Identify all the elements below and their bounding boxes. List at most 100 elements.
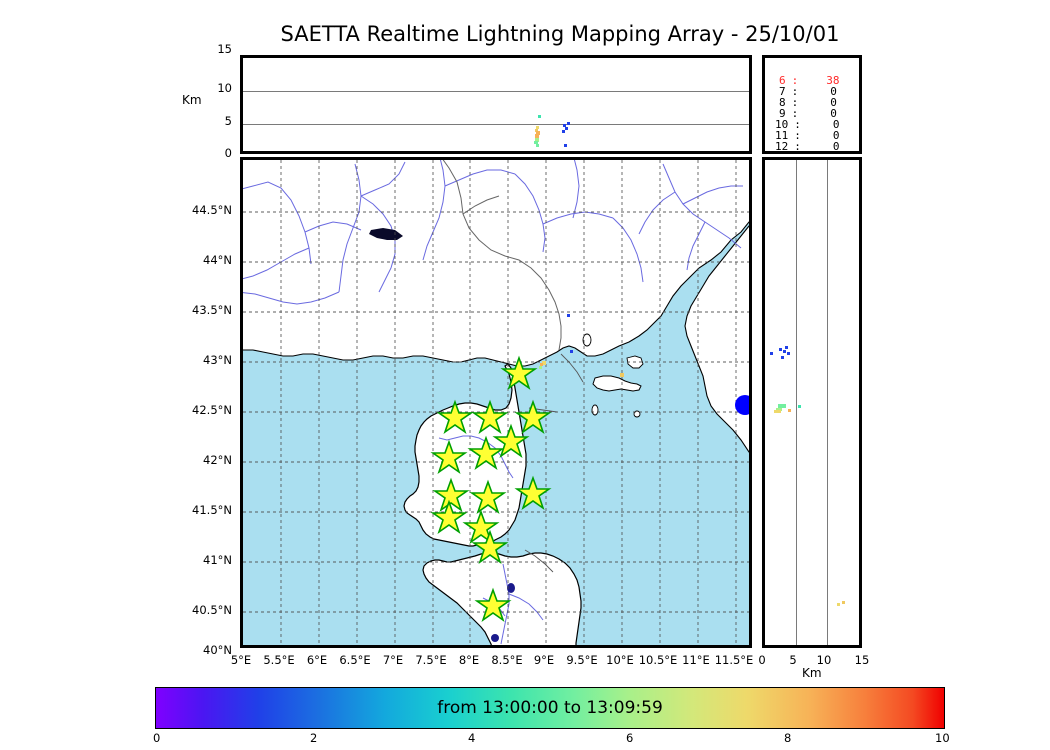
source-point: [540, 363, 543, 366]
right-panel-xtick: 10: [816, 653, 832, 667]
source-point: [798, 405, 801, 408]
source-point: [770, 352, 773, 355]
source-point: [620, 373, 624, 377]
source-point: [538, 115, 541, 118]
map-lon-tick: 10.5°E: [638, 653, 678, 667]
map-lat-tick: 43.5°N: [192, 303, 232, 317]
station-row: 11: 0: [775, 129, 840, 142]
station-id: 12: [775, 140, 789, 153]
station-star: [514, 475, 552, 511]
source-point: [539, 366, 542, 369]
station-id: 8: [779, 96, 786, 109]
station-count: 0: [830, 96, 837, 109]
source-point: [536, 144, 539, 147]
source-point: [564, 144, 567, 147]
page-title: SAETTA Realtime Lightning Mapping Array …: [280, 22, 840, 46]
station-sep: :: [791, 96, 799, 109]
station-sep: :: [794, 118, 801, 131]
map-lat-tick: 44°N: [203, 253, 232, 267]
station-id: 9: [779, 107, 786, 120]
sardinia-lake: [491, 634, 499, 642]
station-count: 0: [830, 85, 837, 98]
top-panel-axis-label: Km: [182, 93, 202, 107]
colorbar-tick: 0: [153, 731, 161, 745]
map-lon-tick: 6.5°E: [339, 653, 371, 667]
station-id: 10: [775, 118, 789, 131]
source-point: [788, 409, 791, 412]
map-lat-tick: 41°N: [203, 553, 232, 567]
top-panel-ytick: 15: [217, 42, 232, 56]
colorbar-tick: 8: [784, 731, 792, 745]
source-point: [785, 346, 788, 349]
corsica-river: [438, 435, 514, 479]
center-dot: [735, 395, 749, 415]
sardinia-river: [500, 563, 510, 645]
station-sep: :: [791, 74, 799, 87]
right-panel-gridline-5km: [796, 160, 797, 645]
source-point: [567, 122, 570, 125]
source-point: [842, 601, 845, 604]
station-stars: [430, 355, 552, 623]
station-row: 8: 0: [779, 96, 837, 109]
top-panel-ytick: 0: [224, 146, 232, 160]
coast-line-detail: [560, 353, 584, 383]
source-point: [787, 352, 790, 355]
map-lat-tick: 40°N: [203, 643, 232, 657]
source-point: [774, 410, 781, 413]
station-count: 38: [826, 74, 840, 87]
map-lon-tick: 8.5°E: [491, 653, 523, 667]
small-island: [633, 410, 641, 418]
source-point: [570, 350, 573, 353]
source-point: [534, 141, 538, 144]
right-panel-axis-label: Km: [802, 666, 822, 680]
map-lat-tick: 42.5°N: [192, 403, 232, 417]
map-lon-tick: 7°E: [382, 653, 404, 667]
station-sep: :: [794, 140, 801, 153]
right-altitude-panel: [762, 157, 862, 648]
italy-coast: [684, 225, 749, 453]
station-row: 7: 0: [779, 85, 837, 98]
sardinia-landmass: [422, 552, 582, 645]
station-count: 0: [830, 107, 837, 120]
map-lat-tick: 41.5°N: [192, 503, 232, 517]
station-star: [462, 509, 500, 545]
source-point: [776, 408, 782, 411]
coast-line-detail: [524, 549, 554, 573]
colorbar-tick: 10: [935, 731, 950, 745]
source-point: [535, 138, 539, 142]
elba-island: [592, 375, 642, 392]
top-panel-gridline-10km: [243, 91, 749, 92]
colorbar: from 13:00:00 to 13:09:59 0 2 4 6 8 10: [153, 687, 950, 745]
station-row: 9: 0: [779, 107, 837, 120]
bay-feature: [369, 228, 403, 240]
map-lon-tick: 8°E: [458, 653, 480, 667]
colorbar-tick: 4: [468, 731, 476, 745]
source-point: [563, 124, 566, 127]
small-island: [591, 404, 599, 416]
sardinia-river: [508, 593, 544, 621]
source-point: [778, 404, 786, 408]
station-star: [469, 479, 507, 515]
station-id: 7: [779, 85, 786, 98]
station-row: 10: 0: [775, 118, 840, 131]
map-svg: [243, 160, 749, 645]
corsica-landmass: [403, 363, 527, 547]
source-point: [783, 350, 786, 353]
map-lon-tick: 11.5°E: [714, 653, 754, 667]
top-panel-ytick: 10: [217, 81, 232, 95]
colorbar-label: from 13:00:00 to 13:09:59: [437, 698, 663, 718]
top-panel-gridline-5km: [243, 124, 749, 125]
right-panel-xtick: 15: [854, 653, 870, 667]
source-point: [535, 134, 539, 139]
map-lon-tick: 5.5°E: [263, 653, 295, 667]
map-lon-tick: 9°E: [533, 653, 555, 667]
station-star: [471, 399, 509, 435]
map-lon-tick: 7.5°E: [415, 653, 447, 667]
station-row: 6: 38: [779, 74, 840, 87]
map-lat-tick: 44.5°N: [192, 203, 232, 217]
source-point: [536, 126, 539, 129]
map-lon-tick: 11°E: [682, 653, 710, 667]
map-lon-tick: 6°E: [306, 653, 328, 667]
map-lat-tick: 40.5°N: [192, 603, 232, 617]
